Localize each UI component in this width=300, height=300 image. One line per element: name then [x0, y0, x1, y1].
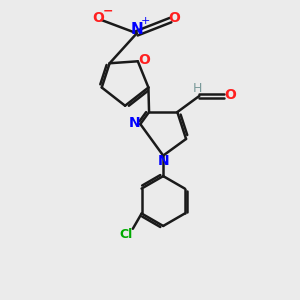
Text: O: O	[92, 11, 104, 25]
Text: H: H	[193, 82, 203, 95]
Text: N: N	[158, 154, 169, 168]
Text: N: N	[129, 116, 140, 130]
Text: O: O	[168, 11, 180, 25]
Text: O: O	[138, 53, 150, 67]
Text: O: O	[224, 88, 236, 102]
Text: −: −	[102, 4, 113, 17]
Text: +: +	[140, 16, 150, 26]
Text: N: N	[130, 22, 143, 37]
Text: Cl: Cl	[120, 227, 133, 241]
